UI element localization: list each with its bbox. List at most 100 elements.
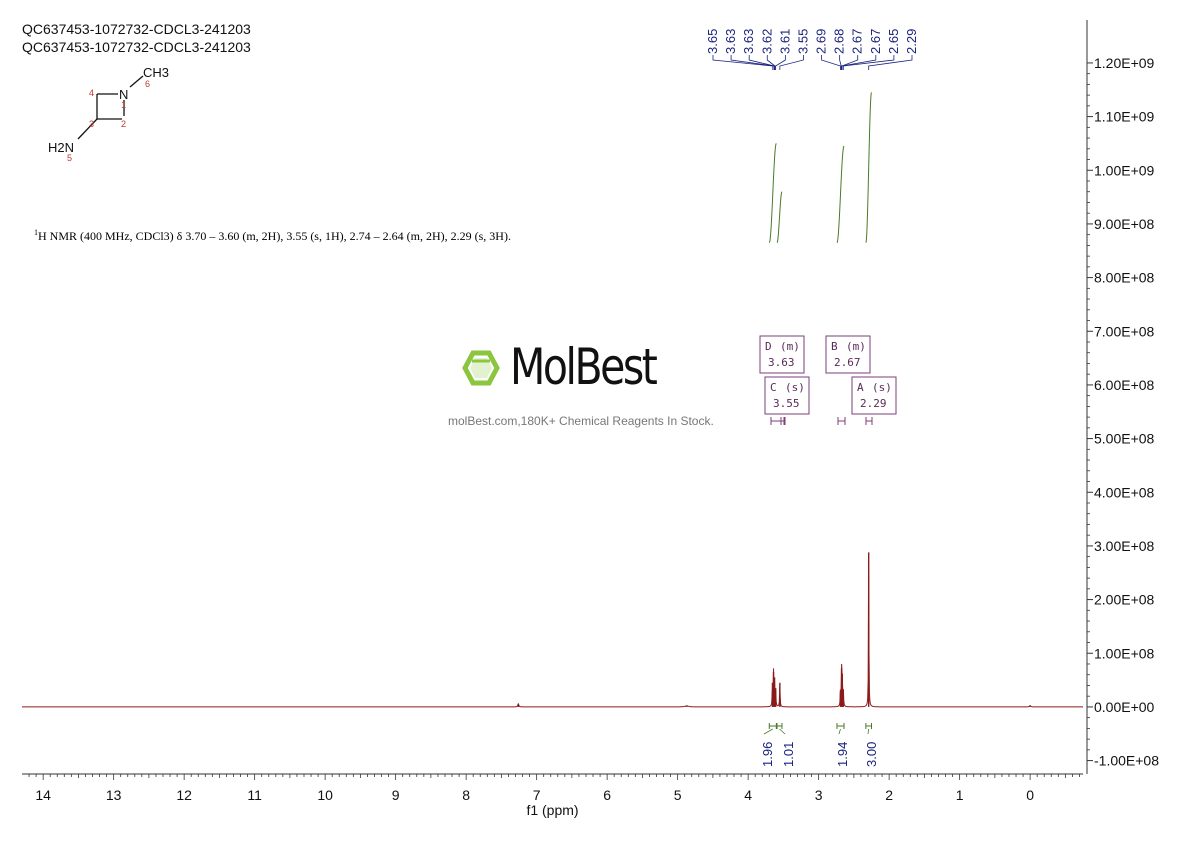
x-tick-label: 7 — [533, 787, 541, 803]
peak-label-layer: 3.65 3.63 3.63 3.62 3.61 3.55 2.69 2.68 2.67 2.67… — [705, 29, 919, 70]
axes-layer: -1.00E+08 0.00E+00 1.00E+08 2.00E+08 3.00E+0… — [22, 20, 1159, 818]
multiplet-shift: 3.55 — [773, 397, 800, 410]
multiplet-box — [851, 376, 897, 415]
peak-shift-label: 3.65 — [705, 29, 720, 54]
peak-label-leader — [842, 55, 895, 70]
x-tick-label: 0 — [1026, 787, 1034, 803]
atom-n1-label: N — [119, 87, 128, 102]
peak-shift-label: 3.55 — [795, 29, 810, 54]
x-tick-label: 6 — [603, 787, 611, 803]
y-tick-label: 9.00E+08 — [1094, 216, 1155, 232]
integral-value-label: 3.00 — [864, 742, 879, 767]
y-tick-label: 1.00E+08 — [1094, 645, 1155, 661]
molecule-structure: N 1 2 3 4 H2N 5 CH3 6 — [48, 65, 169, 163]
peak-shift-label: 2.69 — [814, 29, 829, 54]
integral-leader — [867, 728, 870, 735]
peak-shift-label: 3.61 — [777, 29, 792, 54]
multiplet-letter: C — [770, 381, 777, 394]
nmr-description-superscript: 1 — [34, 228, 38, 237]
x-tick-label: 9 — [392, 787, 400, 803]
multiplet-type: (s) — [785, 381, 805, 394]
multiplet-letter: B — [831, 340, 838, 353]
y-tick-label: 8.00E+08 — [1094, 270, 1155, 286]
y-tick-label: 0.00E+00 — [1094, 699, 1155, 715]
multiplet-box-layer: D (m) 3.63 C (s) 3.55 B (m) 2.67 A (s) 2.29 — [759, 335, 897, 425]
atom-nh2-label: H2N — [48, 140, 74, 155]
integral-curve — [776, 191, 783, 244]
y-tick-label: 6.00E+08 — [1094, 377, 1155, 393]
peak-label-leader — [712, 55, 774, 70]
integral-value-label: 1.94 — [835, 742, 850, 767]
peak-label-leader — [868, 55, 913, 70]
multiplet-shift: 3.63 — [768, 356, 795, 369]
peak-shift-label: 2.67 — [868, 29, 883, 54]
y-tick-label: 3.00E+08 — [1094, 538, 1155, 554]
peak-shift-label: 2.67 — [850, 29, 865, 54]
peak-label-leader — [775, 55, 786, 70]
peak-label-leader — [841, 55, 859, 70]
multiplet-shift: 2.67 — [834, 356, 861, 369]
x-tick-label: 10 — [317, 787, 333, 803]
x-tick-label: 14 — [35, 787, 51, 803]
x-tick-label: 13 — [106, 787, 122, 803]
y-tick-label: 1.10E+09 — [1094, 109, 1155, 125]
peak-label-leader — [821, 55, 841, 70]
atom-number-1: 1 — [121, 100, 126, 110]
atom-number-3: 3 — [89, 119, 94, 129]
x-axis-title: f1 (ppm) — [526, 802, 578, 818]
multiplet-letter: A — [857, 381, 864, 394]
y-tick-label: -1.00E+08 — [1094, 753, 1159, 769]
spectrum-layer — [22, 552, 1083, 708]
multiplet-shift: 2.29 — [860, 397, 887, 410]
spectrum-trace — [22, 572, 1083, 708]
x-tick-label: 4 — [744, 787, 752, 803]
y-tick-label: 5.00E+08 — [1094, 431, 1155, 447]
integral-value-label: 1.01 — [781, 742, 796, 767]
atom-number-2: 2 — [121, 119, 126, 129]
peak-shift-label: 3.63 — [723, 29, 738, 54]
nmr-description: 1H NMR (400 MHz, CDCl3) δ 3.70 – 3.60 (m… — [34, 228, 511, 244]
peak-shift-label: 3.63 — [741, 29, 756, 54]
x-tick-label: 3 — [815, 787, 823, 803]
y-tick-label: 2.00E+08 — [1094, 592, 1155, 608]
peak-label-leader — [779, 55, 804, 70]
peak-label-leader — [841, 55, 877, 70]
integral-layer: 1.96 1.01 1.94 3.00 — [760, 92, 879, 767]
spectrum-title-line-2: QC637453-1072732-CDCL3-241203 — [22, 39, 251, 55]
x-tick-label: 1 — [956, 787, 964, 803]
integral-curve — [768, 143, 777, 244]
peak-shift-label: 2.68 — [832, 29, 847, 54]
x-tick-label: 2 — [885, 787, 893, 803]
peak-shift-label: 3.62 — [759, 29, 774, 54]
peak-shift-label: 2.29 — [904, 29, 919, 54]
multiplet-box — [764, 376, 810, 415]
x-tick-label: 11 — [247, 787, 262, 803]
multiplet-type: (m) — [846, 340, 866, 353]
x-tick-label: 8 — [462, 787, 470, 803]
integral-curve — [865, 92, 872, 243]
x-tick-label: 12 — [176, 787, 192, 803]
spectrum-title-line-1: QC637453-1072732-CDCL3-241203 — [22, 21, 251, 37]
y-tick-label: 1.20E+09 — [1094, 55, 1155, 71]
integral-value-label: 1.96 — [760, 742, 775, 767]
multiplet-letter: D — [765, 340, 772, 353]
peak-label-leader — [839, 55, 842, 70]
multiplet-box — [759, 335, 805, 374]
y-tick-label: 1.00E+09 — [1094, 162, 1155, 178]
atom-number-5: 5 — [67, 153, 72, 163]
molbest-logo-text: MolBest — [510, 338, 658, 396]
multiplet-type: (s) — [872, 381, 892, 394]
integral-leader — [838, 728, 841, 735]
peak-label-leader — [748, 55, 775, 70]
integral-leader — [763, 728, 774, 735]
multiplet-type: (m) — [780, 340, 800, 353]
peak-shift-label: 2.65 — [886, 29, 901, 54]
integral-leader — [779, 728, 786, 735]
atom-number-6: 6 — [145, 79, 150, 89]
multiplet-box — [825, 335, 871, 374]
x-tick-label: 5 — [674, 787, 682, 803]
molbest-tagline: molBest.com,180K+ Chemical Reagents In S… — [448, 414, 714, 428]
atom-ch3-label: CH3 — [143, 65, 169, 80]
integral-curve — [836, 145, 845, 244]
